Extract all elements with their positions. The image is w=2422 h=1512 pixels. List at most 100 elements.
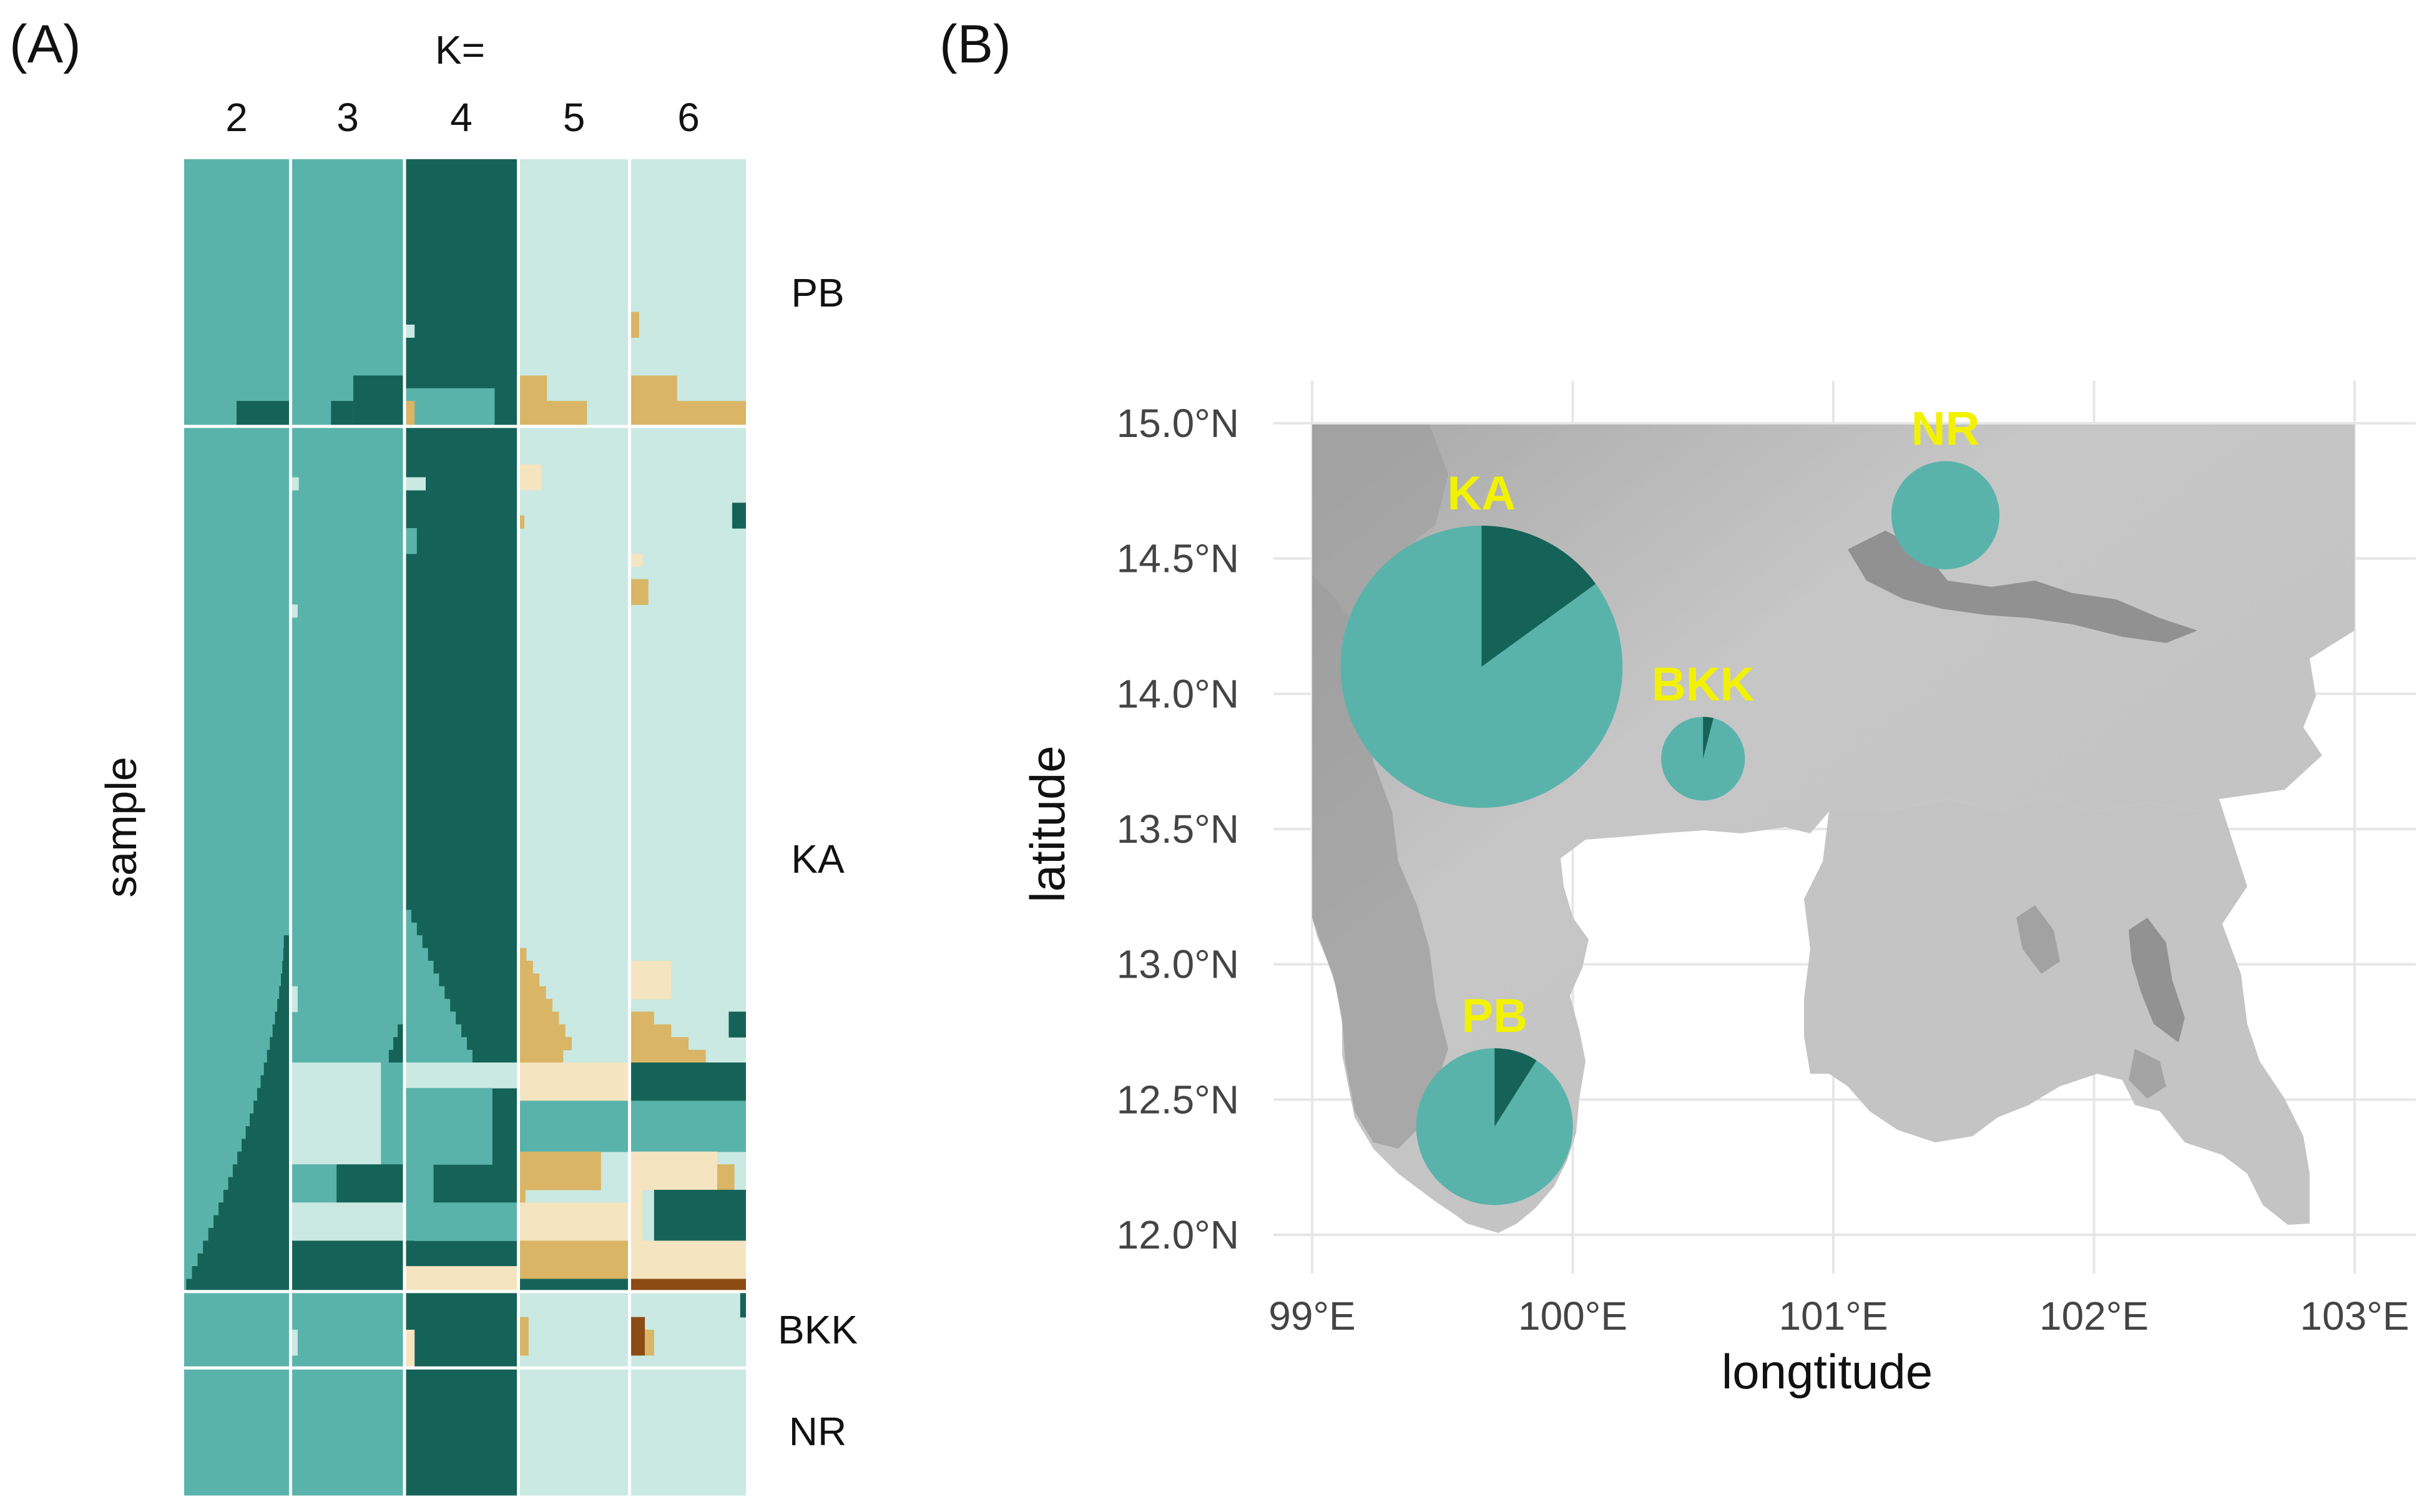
sample-axis-label: sample <box>97 757 145 898</box>
admix-segment <box>393 1037 403 1051</box>
admix-segment <box>740 1291 746 1318</box>
admix-segment <box>631 1049 706 1063</box>
admix-segment <box>520 1024 566 1038</box>
admix-segment <box>728 1011 746 1038</box>
admix-segment <box>520 986 546 999</box>
admix-segment <box>631 553 643 567</box>
admix-segment <box>631 1151 717 1190</box>
admix-segment <box>223 1189 289 1203</box>
admix-segment <box>677 401 746 427</box>
pie-slice-minor <box>1494 1048 1537 1127</box>
pie-nr: NR <box>1891 403 2000 570</box>
admix-segment <box>275 1011 289 1025</box>
population-label-nr: NR <box>789 1409 846 1454</box>
k-label: 2 <box>225 95 248 140</box>
admix-segment <box>272 1024 289 1038</box>
admix-segment <box>283 935 289 949</box>
admix-segment <box>406 1330 415 1368</box>
admix-segment <box>631 961 672 999</box>
admix-segment <box>631 1024 672 1038</box>
admix-segment <box>406 999 451 1013</box>
admix-segment <box>520 515 524 529</box>
k-label: 6 <box>677 95 700 140</box>
longitude-tick-label: 101°E <box>1778 1294 1888 1338</box>
admix-segment <box>631 1037 689 1051</box>
admix-segment <box>260 1075 289 1089</box>
latitude-axis-label: latitude <box>1020 745 1075 903</box>
admix-segment <box>406 973 439 987</box>
admix-segment <box>631 375 677 427</box>
admix-segment <box>292 1240 403 1292</box>
admix-segment <box>267 1049 289 1063</box>
latitude-tick-label: 14.5°N <box>1117 536 1239 581</box>
admix-segment <box>520 961 533 974</box>
admix-column-bg <box>631 159 746 1496</box>
admix-segment <box>520 1037 564 1063</box>
admix-segment <box>631 1063 746 1101</box>
admix-segment <box>645 1330 654 1356</box>
admix-segment <box>283 948 289 961</box>
admix-column-bg <box>520 159 628 1496</box>
east-coast-land <box>1804 796 2310 1225</box>
admix-column-bg <box>406 159 517 1496</box>
admix-segment <box>250 1113 289 1127</box>
admix-segment <box>406 1037 467 1051</box>
admix-segment <box>406 1266 517 1292</box>
admix-segment <box>277 999 289 1013</box>
pie-ka: KA <box>1340 467 1623 808</box>
admix-segment <box>406 325 415 338</box>
admix-column-bg <box>184 159 289 1496</box>
admix-segment <box>218 1202 289 1216</box>
longitude-tick-label: 100°E <box>1518 1294 1627 1338</box>
admix-segment <box>654 1189 746 1241</box>
admix-segment <box>213 1215 289 1229</box>
k-label: 3 <box>336 95 359 140</box>
admix-segment <box>520 1063 628 1101</box>
longitude-tick-label: 102°E <box>2039 1294 2149 1338</box>
admix-segment <box>520 999 552 1013</box>
admix-segment <box>520 973 540 987</box>
admix-segment <box>631 1240 746 1280</box>
admix-segment <box>263 1063 289 1076</box>
longitude-tick-label: 103°E <box>2300 1294 2409 1338</box>
northeast-escarpment <box>1848 531 2197 643</box>
admix-segment <box>520 464 542 491</box>
pie-slice-main <box>1661 717 1745 801</box>
longitude-tick-label: 99°E <box>1268 1294 1355 1338</box>
admix-segment <box>279 986 289 999</box>
admix-segment <box>406 401 415 427</box>
admix-segment <box>406 922 417 936</box>
admix-segment <box>270 1037 289 1051</box>
admix-segment <box>520 1011 559 1025</box>
southeast-hills <box>2129 1049 2166 1099</box>
admix-segment <box>406 1024 461 1038</box>
pie-label: BKK <box>1652 658 1755 711</box>
admix-segment <box>353 375 403 427</box>
admix-segment <box>631 1189 643 1241</box>
latitude-tick-label: 12.5°N <box>1117 1077 1239 1122</box>
admix-segment <box>406 1202 517 1241</box>
admix-segment <box>281 973 289 987</box>
pie-slice-main <box>1891 461 2000 570</box>
admix-segment <box>237 1151 289 1165</box>
admix-segment <box>203 1240 289 1254</box>
admix-segment <box>197 1253 289 1267</box>
admix-segment <box>406 1164 434 1203</box>
admix-segment <box>292 1202 403 1241</box>
admix-segment <box>292 604 298 618</box>
pie-slice-minor <box>1481 526 1596 667</box>
admix-segment <box>520 1151 601 1190</box>
admix-segment <box>406 1049 473 1063</box>
admix-segment <box>257 1087 289 1101</box>
admix-segment <box>232 1164 289 1178</box>
latitude-tick-label: 13.0°N <box>1117 942 1239 987</box>
admix-segment <box>631 1279 746 1292</box>
admix-segment <box>406 910 411 923</box>
admix-segment <box>192 1266 289 1280</box>
admix-segment <box>331 401 353 427</box>
k-label: 4 <box>450 95 473 140</box>
pie-label: PB <box>1461 989 1527 1043</box>
admix-segment <box>253 1101 289 1114</box>
admix-segment <box>631 312 639 338</box>
admix-segment <box>406 388 495 427</box>
